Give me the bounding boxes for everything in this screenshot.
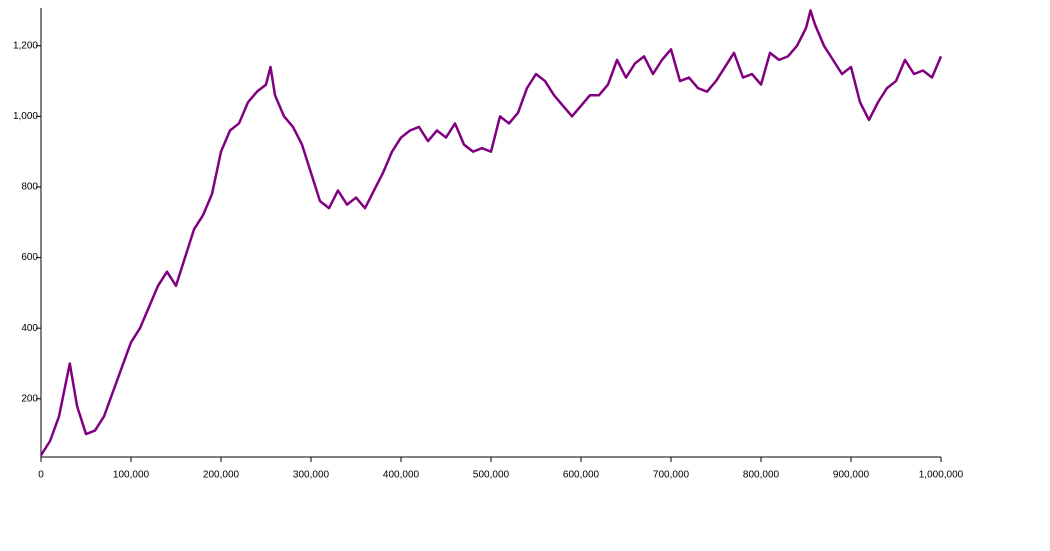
- y-tick-label: 200: [21, 393, 38, 404]
- y-tick-label: 800: [21, 182, 38, 193]
- x-tick-label: 400,000: [383, 470, 420, 481]
- x-tick-label: 100,000: [113, 470, 150, 481]
- y-tick-label: 1,000: [13, 111, 38, 122]
- x-tick-label: 900,000: [833, 470, 870, 481]
- x-tick-label: 700,000: [653, 470, 690, 481]
- y-tick-label: 1,200: [13, 40, 38, 51]
- x-tick-label: 1,000,000: [919, 470, 964, 481]
- x-tick-label: 0: [38, 470, 44, 481]
- x-tick-label: 800,000: [743, 470, 780, 481]
- y-tick-label: 600: [21, 252, 38, 263]
- x-tick-label: 200,000: [203, 470, 240, 481]
- line: [39, 9, 943, 456]
- x-tick-label: 600,000: [563, 470, 600, 481]
- y-tick-label: 400: [21, 323, 38, 334]
- x-tick-label: 500,000: [473, 470, 510, 481]
- x-tick-label: 300,000: [293, 470, 330, 481]
